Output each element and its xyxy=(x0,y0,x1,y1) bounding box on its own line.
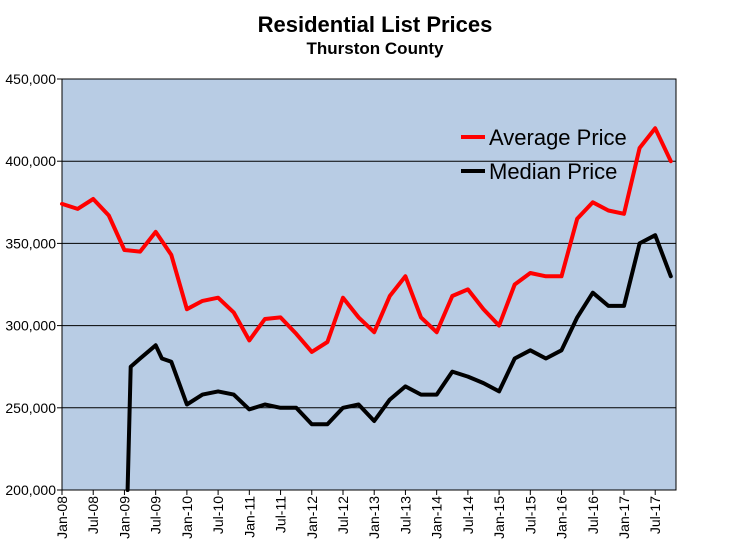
series-line-median-price xyxy=(125,233,673,492)
chart-title: Residential List Prices xyxy=(258,12,493,37)
x-tick-label: Jul-11 xyxy=(273,496,289,533)
legend: Average Price Median Price xyxy=(461,125,627,184)
x-tick-label: Jul-15 xyxy=(522,496,538,534)
y-tick-label: 300,000 xyxy=(5,318,56,334)
plot-area xyxy=(61,78,677,491)
x-tick-label: Jan-10 xyxy=(179,496,195,539)
x-tick-label: Jul-12 xyxy=(335,496,351,534)
legend-label-median-price: Median Price xyxy=(489,159,617,184)
y-tick-label: 200,000 xyxy=(5,482,56,498)
x-tick-label: Jan-14 xyxy=(429,496,445,539)
x-tick-label: Jan-17 xyxy=(616,496,632,539)
y-tick-label: 450,000 xyxy=(5,71,56,87)
series-lines xyxy=(60,126,673,492)
x-tick-label: Jul-09 xyxy=(148,496,164,534)
x-tick-label: Jul-13 xyxy=(397,496,413,534)
x-tick-label: Jan-09 xyxy=(116,496,132,539)
y-tick-label: 350,000 xyxy=(5,235,56,251)
chart-subtitle: Thurston County xyxy=(307,39,444,58)
x-tick-label: Jan-13 xyxy=(366,496,382,539)
series-line-average-price xyxy=(60,126,673,354)
legend-label-average-price: Average Price xyxy=(489,125,627,150)
gridlines xyxy=(62,78,676,491)
y-tick-label: 400,000 xyxy=(5,153,56,169)
x-axis: Jan-08 Jul-08 Jan-09 Jul-09 Jan-10 Jul-10 Jan-… xyxy=(54,490,663,539)
x-tick-label: Jan-12 xyxy=(304,496,320,539)
x-tick-label: Jan-11 xyxy=(241,496,257,538)
x-tick-label: Jul-16 xyxy=(585,496,601,534)
x-tick-label: Jan-15 xyxy=(491,496,507,539)
y-tick-label: 250,000 xyxy=(5,400,56,416)
x-tick-label: Jul-10 xyxy=(210,496,226,534)
x-tick-label: Jul-08 xyxy=(85,496,101,534)
x-tick-label: Jan-16 xyxy=(554,496,570,539)
x-tick-label: Jan-08 xyxy=(54,496,70,539)
y-axis: 200,000 250,000 300,000 350,000 400,000 450,0… xyxy=(5,71,62,498)
x-tick-label: Jul-14 xyxy=(460,496,476,534)
x-tick-label: Jul-17 xyxy=(647,496,663,534)
